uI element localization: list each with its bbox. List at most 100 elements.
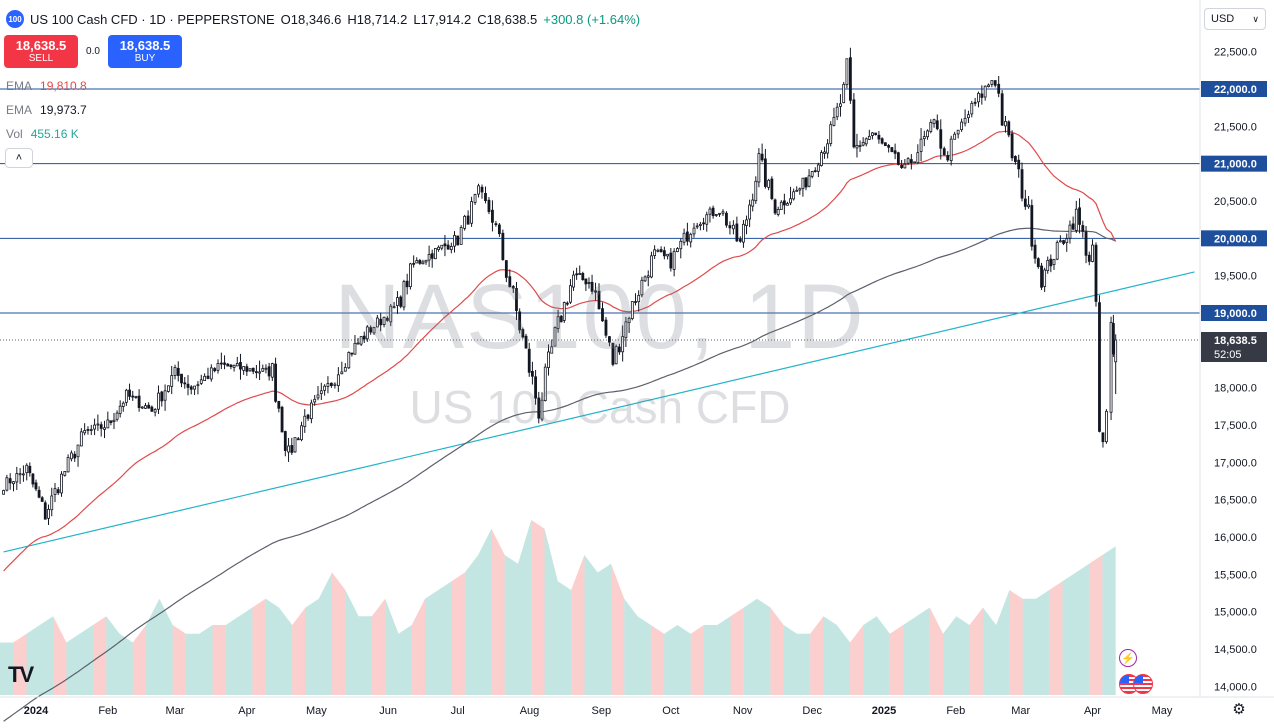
- candle[interactable]: [173, 364, 177, 380]
- candle[interactable]: [874, 132, 878, 136]
- candle[interactable]: [409, 262, 412, 290]
- lightning-icon[interactable]: ⚡: [1119, 649, 1137, 667]
- candle[interactable]: [877, 130, 881, 144]
- candle[interactable]: [1013, 155, 1017, 165]
- candle[interactable]: [511, 285, 515, 293]
- candle[interactable]: [601, 302, 604, 322]
- candle[interactable]: [121, 401, 125, 412]
- candle[interactable]: [798, 187, 802, 195]
- candle[interactable]: [170, 365, 174, 395]
- candle[interactable]: [980, 85, 984, 105]
- candle[interactable]: [926, 129, 929, 140]
- candle[interactable]: [18, 468, 22, 484]
- candle[interactable]: [666, 253, 670, 260]
- candle[interactable]: [672, 248, 676, 277]
- candle[interactable]: [861, 137, 865, 147]
- candle[interactable]: [630, 301, 634, 321]
- candle[interactable]: [96, 414, 100, 431]
- candle[interactable]: [186, 375, 190, 396]
- candle[interactable]: [347, 351, 351, 370]
- candle[interactable]: [922, 130, 926, 147]
- candle[interactable]: [484, 186, 487, 204]
- candle[interactable]: [313, 394, 317, 406]
- candle[interactable]: [264, 364, 268, 374]
- candle[interactable]: [274, 357, 277, 403]
- candle[interactable]: [608, 336, 611, 347]
- candle[interactable]: [261, 364, 265, 372]
- candle[interactable]: [433, 247, 437, 260]
- candle[interactable]: [942, 146, 946, 156]
- candle[interactable]: [679, 238, 683, 259]
- candle[interactable]: [760, 143, 764, 163]
- candle[interactable]: [1071, 216, 1075, 231]
- candle[interactable]: [621, 325, 625, 362]
- candle[interactable]: [795, 186, 799, 192]
- candle[interactable]: [977, 91, 980, 108]
- candle[interactable]: [239, 353, 242, 380]
- candle[interactable]: [810, 170, 814, 179]
- candle[interactable]: [365, 325, 369, 342]
- candle[interactable]: [782, 193, 786, 215]
- candle[interactable]: [248, 368, 252, 372]
- candle[interactable]: [180, 373, 183, 388]
- candle[interactable]: [801, 177, 805, 197]
- candle[interactable]: [8, 473, 12, 490]
- candle[interactable]: [303, 409, 307, 433]
- candle[interactable]: [323, 384, 327, 396]
- candle[interactable]: [166, 385, 170, 393]
- candle[interactable]: [685, 222, 689, 246]
- us-flag-event-icon[interactable]: [1133, 674, 1153, 694]
- candle[interactable]: [735, 216, 739, 243]
- candle[interactable]: [705, 211, 709, 232]
- rising-trendline[interactable]: [3, 271, 1195, 553]
- sell-button[interactable]: 18,638.5 SELL: [4, 35, 78, 68]
- candle[interactable]: [949, 135, 953, 166]
- candle[interactable]: [738, 236, 742, 243]
- candle[interactable]: [497, 222, 501, 237]
- candle[interactable]: [232, 364, 236, 372]
- candle[interactable]: [359, 336, 363, 346]
- candle[interactable]: [848, 47, 852, 104]
- candle[interactable]: [1030, 199, 1034, 251]
- candle[interactable]: [235, 356, 239, 367]
- candle[interactable]: [47, 504, 50, 525]
- candle[interactable]: [5, 474, 9, 492]
- currency-selector[interactable]: USD ∨: [1204, 8, 1266, 30]
- candle[interactable]: [773, 198, 777, 215]
- candle[interactable]: [242, 366, 246, 375]
- candle[interactable]: [290, 437, 294, 455]
- candle[interactable]: [124, 388, 128, 406]
- candle[interactable]: [491, 200, 494, 232]
- candle[interactable]: [900, 159, 904, 169]
- candle[interactable]: [137, 389, 141, 412]
- candle[interactable]: [437, 245, 440, 252]
- candle[interactable]: [487, 197, 491, 215]
- candle[interactable]: [627, 316, 631, 333]
- candle[interactable]: [789, 186, 792, 206]
- candle[interactable]: [219, 352, 223, 370]
- candle[interactable]: [1078, 198, 1081, 234]
- candle[interactable]: [893, 143, 897, 160]
- settings-icon[interactable]: ⚙: [1232, 701, 1246, 718]
- candle[interactable]: [34, 479, 38, 492]
- symbol-logo-icon[interactable]: 100: [6, 10, 24, 28]
- candle[interactable]: [1111, 314, 1115, 357]
- candle[interactable]: [267, 362, 271, 381]
- candle[interactable]: [89, 424, 93, 436]
- candle[interactable]: [597, 283, 601, 310]
- candle[interactable]: [637, 290, 641, 312]
- candle[interactable]: [470, 196, 473, 227]
- candle[interactable]: [1040, 262, 1043, 291]
- candle[interactable]: [1114, 334, 1118, 395]
- candle[interactable]: [669, 248, 673, 272]
- candle[interactable]: [144, 402, 147, 410]
- candle[interactable]: [280, 405, 284, 433]
- candle[interactable]: [134, 395, 138, 399]
- candle[interactable]: [459, 225, 463, 245]
- candle[interactable]: [786, 201, 789, 206]
- buy-button[interactable]: 18,638.5 BUY: [108, 35, 182, 68]
- candle[interactable]: [550, 339, 554, 354]
- candle[interactable]: [537, 391, 541, 424]
- candle[interactable]: [28, 462, 32, 477]
- candle[interactable]: [581, 271, 585, 281]
